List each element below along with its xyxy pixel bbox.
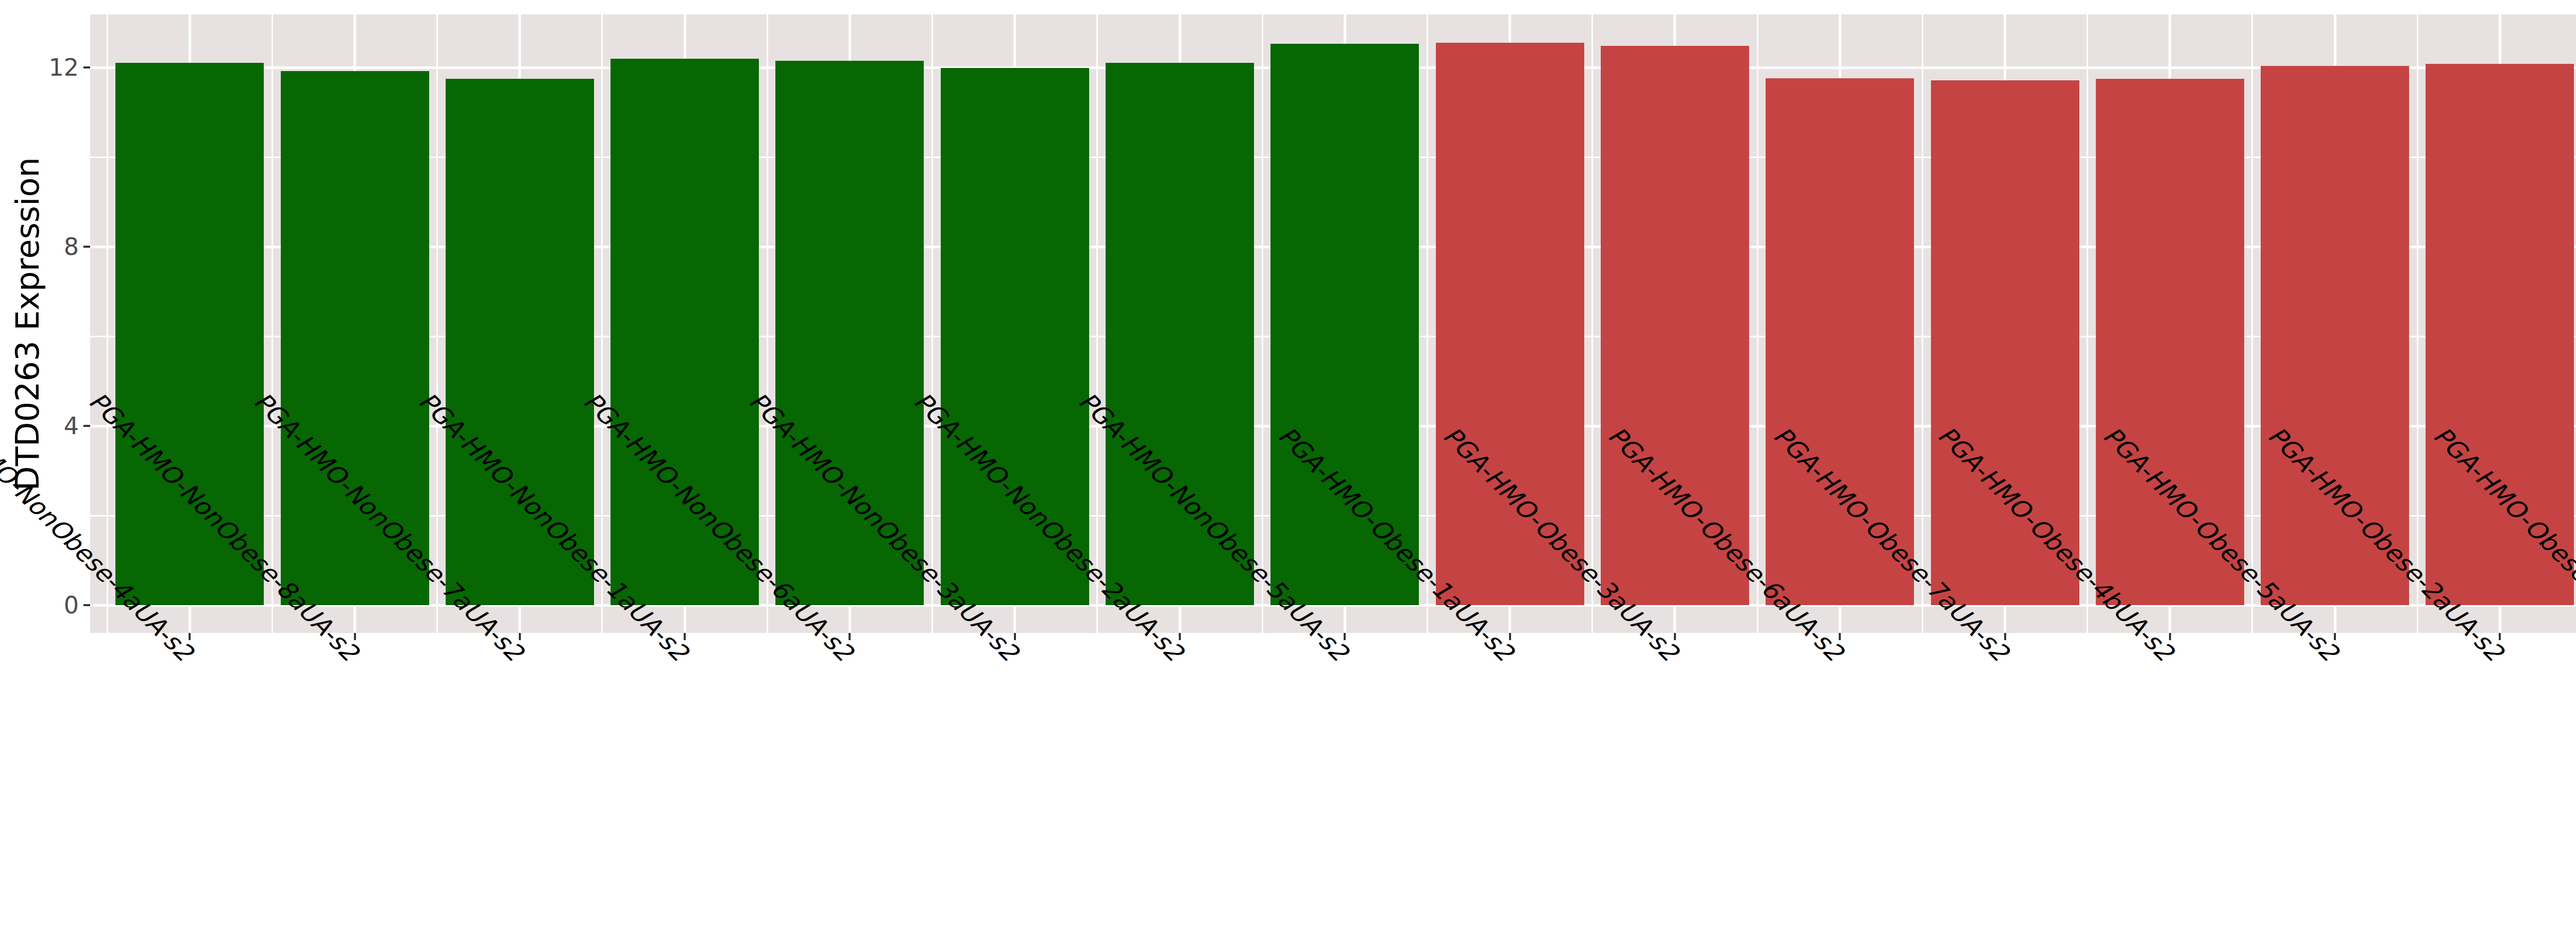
bar-chart-figure: DTD0263 Expression 04812PGA-HMO-NonObese… [0,0,2576,927]
y-tick-label: 0 [0,591,79,619]
y-tickmark [83,66,90,68]
y-tick-label: 8 [0,233,79,261]
y-tickmark [83,425,90,427]
x-minor-gridline [436,14,438,633]
x-minor-gridline [1591,14,1593,633]
x-minor-gridline [2087,14,2088,633]
y-tick-label: 12 [0,54,79,81]
x-minor-gridline [2251,14,2253,633]
x-minor-gridline [1757,14,1758,633]
x-minor-gridline [1262,14,1263,633]
x-minor-gridline [272,14,273,633]
x-minor-gridline [1096,14,1098,633]
x-minor-gridline [107,14,108,633]
x-minor-gridline [931,14,933,633]
x-minor-gridline [1922,14,1923,633]
x-minor-gridline [1427,14,1428,633]
y-tickmark [83,604,90,606]
y-tick-label: 4 [0,412,79,440]
x-minor-gridline [2417,14,2418,633]
x-minor-gridline [767,14,768,633]
x-minor-gridline [601,14,603,633]
y-tickmark [83,246,90,248]
